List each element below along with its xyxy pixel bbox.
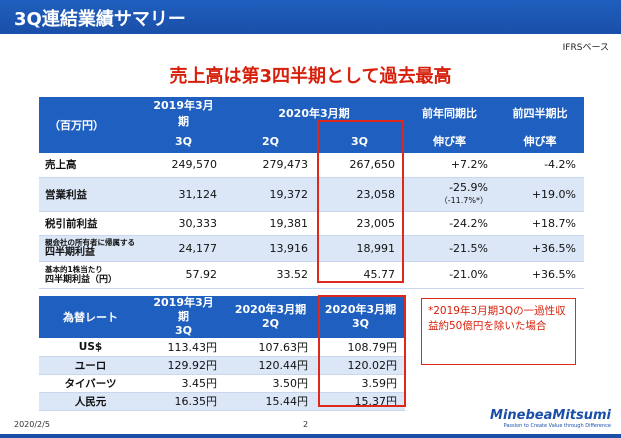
cell-value: +36.5% [496, 235, 584, 262]
row-label: 親会社の所有者に帰属する 四半期利益 [39, 235, 142, 262]
table-row: 基本的1株当たり 四半期利益（円） 57.92 33.52 45.77 -21.… [39, 261, 584, 289]
fx-row: タイバーツ 3.45円 3.50円 3.59円 [39, 374, 405, 393]
fx-row: ユーロ 129.92円 120.44円 120.02円 [39, 356, 405, 375]
fx-col-1: 2019年3月期 3Q [142, 296, 225, 338]
row-label-line2: 四半期利益（円） [45, 274, 118, 285]
header-row-1: （百万円） 2019年3月期 2020年3月期 前年同期比 前四半期比 [39, 97, 584, 153]
yoy-adjusted-note: （-11.7%*） [439, 196, 488, 205]
row-label: 基本的1株当たり 四半期利益（円） [39, 261, 142, 289]
cell-value: 24,177 [142, 235, 225, 262]
logo-wordmark: MinebeaMitsumi [490, 408, 611, 423]
fx-col-period: 2019年3月期 [153, 296, 214, 323]
fx-value: 3.50円 [225, 374, 316, 393]
col-2020-3q: 3Q [316, 129, 403, 153]
cell-value: -4.2% [496, 153, 584, 178]
fx-value: 120.44円 [225, 356, 316, 375]
currency-label: タイバーツ [39, 374, 142, 393]
table-row: 売上高 249,570 279,473 267,650 +7.2% -4.2% [39, 153, 584, 178]
footer-rule [0, 434, 621, 438]
cell-value: 13,916 [225, 235, 316, 262]
cell-value: +19.0% [496, 177, 584, 212]
col-2019-period: 2019年3月期 [142, 97, 225, 129]
cell-value: -21.0% [403, 261, 496, 289]
fx-value: 107.63円 [225, 338, 316, 357]
headline: 売上高は第3四半期として過去最高 [169, 66, 452, 87]
cell-value: 249,570 [142, 153, 225, 178]
page-number: 2 [303, 420, 309, 429]
cell-value: 19,381 [225, 211, 316, 236]
cell-value: -25.9% [449, 181, 488, 194]
header-band: 3Q連結業績サマリー [0, 0, 621, 34]
currency-label: 人民元 [39, 392, 142, 411]
fx-col-period: 2020年3月期 [324, 303, 397, 316]
col-2019-3q: 3Q [142, 129, 225, 153]
col-2020-period: 2020年3月期 [225, 97, 403, 129]
cell-value: +18.7% [496, 211, 584, 236]
fx-rate-table: 為替レート 2019年3月期 3Q 2020年3月期 2Q 2020年3月期 3… [39, 296, 405, 411]
fx-header-row: 為替レート 2019年3月期 3Q 2020年3月期 2Q 2020年3月期 3… [39, 296, 405, 338]
slide-title: 3Q連結業績サマリー [14, 9, 186, 30]
col-yoy-rate: 伸び率 [403, 129, 496, 153]
cell-value: 18,991 [316, 235, 403, 262]
fx-value: 15.44円 [225, 392, 316, 411]
fx-value: 129.92円 [142, 356, 225, 375]
row-label: 売上高 [39, 153, 142, 178]
fx-value: 108.79円 [316, 338, 405, 357]
cell-value: 23,005 [316, 211, 403, 236]
fx-value: 113.43円 [142, 338, 225, 357]
unit-label: （百万円） [39, 97, 142, 153]
cell-value: 279,473 [225, 153, 316, 178]
fx-col-quarter: 2Q [261, 317, 279, 330]
fx-value: 120.02円 [316, 356, 405, 375]
table-row: 営業利益 31,124 19,372 23,058 -25.9% （-11.7%… [39, 177, 584, 212]
cell-value: +7.2% [403, 153, 496, 178]
fx-col-quarter: 3Q [351, 317, 369, 330]
footer-date: 2020/2/5 [14, 420, 50, 429]
accounting-standard-label: IFRSベース [562, 43, 609, 53]
cell-value: 57.92 [142, 261, 225, 289]
row-label: 営業利益 [39, 177, 142, 212]
fx-row: 人民元 16.35円 15.44円 15.37円 [39, 392, 405, 411]
fx-value: 3.45円 [142, 374, 225, 393]
fx-col-period: 2020年3月期 [234, 303, 307, 316]
results-table: （百万円） 2019年3月期 2020年3月期 前年同期比 前四半期比 3Q 2… [39, 97, 584, 289]
table-row: 税引前利益 30,333 19,381 23,005 -24.2% +18.7% [39, 211, 584, 236]
company-logo: MinebeaMitsumi Passion to Create Value t… [490, 408, 611, 429]
fx-row: US$ 113.43円 107.63円 108.79円 [39, 338, 405, 357]
cell-value: 31,124 [142, 177, 225, 212]
row-label-line1: 親会社の所有者に帰属する [45, 238, 135, 247]
fx-col-3: 2020年3月期 3Q [316, 296, 405, 338]
fx-col-2: 2020年3月期 2Q [225, 296, 316, 338]
fx-value: 15.37円 [316, 392, 405, 411]
col-2020-2q: 2Q [225, 129, 316, 153]
cell-value-with-note: -25.9% （-11.7%*） [403, 177, 496, 212]
cell-value: +36.5% [496, 261, 584, 289]
currency-label: US$ [39, 338, 142, 357]
cell-value: 33.52 [225, 261, 316, 289]
col-qoq-rate: 伸び率 [496, 129, 584, 153]
cell-value: -24.2% [403, 211, 496, 236]
row-label: 税引前利益 [39, 211, 142, 236]
cell-value: 19,372 [225, 177, 316, 212]
col-qoq-label: 前四半期比 [496, 97, 584, 129]
cell-value: 30,333 [142, 211, 225, 236]
logo-tagline: Passion to Create Value through Differen… [503, 423, 611, 429]
footnote-box: *2019年3月期3Qの一過性収益約50億円を除いた場合 [421, 298, 576, 365]
fx-value: 3.59円 [316, 374, 405, 393]
fx-col-quarter: 3Q [174, 324, 192, 337]
col-yoy-label: 前年同期比 [403, 97, 496, 129]
row-label-line1: 基本的1株当たり [45, 264, 103, 274]
cell-value: 45.77 [316, 261, 403, 289]
fx-value: 16.35円 [142, 392, 225, 411]
cell-value: 267,650 [316, 153, 403, 178]
cell-value: -21.5% [403, 235, 496, 262]
currency-label: ユーロ [39, 356, 142, 375]
table-row: 親会社の所有者に帰属する 四半期利益 24,177 13,916 18,991 … [39, 235, 584, 262]
fx-label: 為替レート [39, 296, 142, 338]
cell-value: 23,058 [316, 177, 403, 212]
row-label-line2: 四半期利益 [45, 247, 95, 258]
header-row-2: 3Q 2Q 3Q 伸び率 伸び率 [39, 129, 584, 153]
